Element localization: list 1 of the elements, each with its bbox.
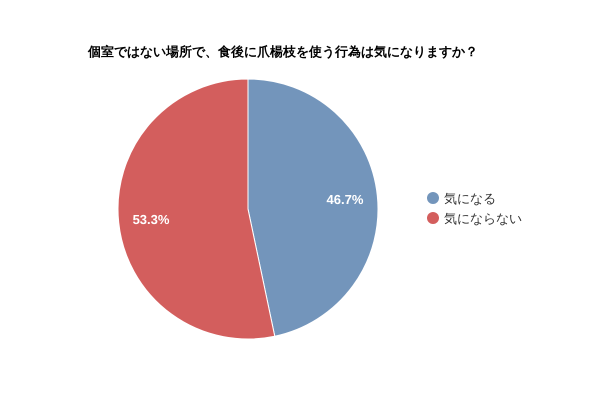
- title: 個室ではない場所で、食後に爪楊枝を使う行為は気になりますか？: [88, 44, 478, 59]
